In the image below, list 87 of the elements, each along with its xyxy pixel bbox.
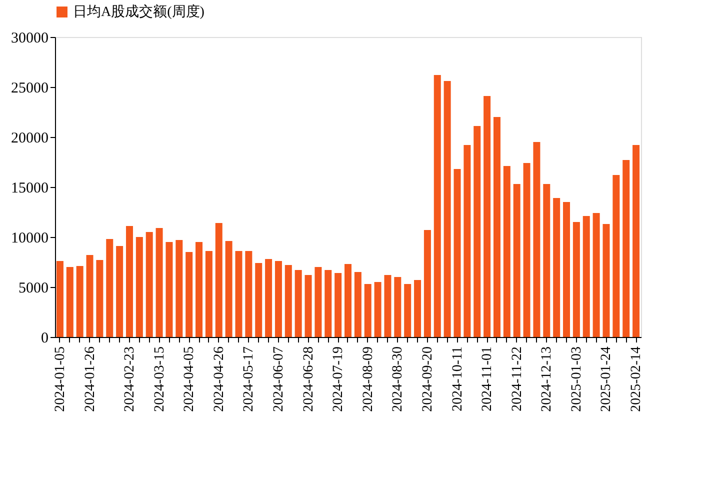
bar bbox=[265, 259, 272, 337]
bar bbox=[156, 228, 163, 337]
bar bbox=[116, 246, 124, 337]
x-tick-label: 2024-12-13 bbox=[540, 346, 555, 412]
bar bbox=[484, 96, 491, 337]
bar bbox=[374, 282, 382, 337]
bar bbox=[334, 273, 342, 337]
x-tick-label: 2024-08-30 bbox=[390, 346, 406, 412]
bar bbox=[354, 272, 362, 337]
bar bbox=[543, 184, 550, 337]
bar bbox=[106, 239, 114, 337]
bar bbox=[592, 213, 600, 337]
bar bbox=[424, 230, 431, 337]
y-tick-label: 15000 bbox=[11, 180, 48, 196]
bar bbox=[324, 270, 332, 337]
bar bbox=[86, 255, 94, 337]
bar bbox=[572, 222, 580, 337]
bar bbox=[513, 184, 520, 337]
x-tick-label: 2024-06-28 bbox=[301, 346, 316, 412]
bar bbox=[533, 142, 540, 337]
bar bbox=[66, 267, 74, 337]
bar bbox=[622, 160, 630, 337]
x-tick-label: 2024-09-20 bbox=[420, 346, 436, 412]
x-tick-label: 2024-11-22 bbox=[510, 346, 525, 412]
bar bbox=[464, 145, 471, 337]
bar bbox=[612, 175, 620, 337]
bar bbox=[196, 242, 203, 337]
y-tick-label: 30000 bbox=[11, 30, 48, 46]
bar bbox=[314, 267, 322, 337]
bar bbox=[274, 261, 282, 337]
bar bbox=[245, 251, 252, 337]
x-tick-label: 2024-04-05 bbox=[182, 346, 198, 412]
x-tick-label: 2025-01-03 bbox=[569, 346, 584, 412]
bar bbox=[523, 163, 530, 337]
x-tick-label: 2025-01-24 bbox=[599, 346, 614, 412]
y-tick-label: 5000 bbox=[18, 280, 48, 296]
bar bbox=[493, 117, 500, 337]
bar bbox=[126, 226, 133, 337]
x-tick-label: 2024-08-09 bbox=[360, 346, 376, 412]
bar bbox=[394, 277, 402, 337]
x-tick-label: 2024-01-26 bbox=[82, 346, 98, 412]
x-tick-label: 2024-07-19 bbox=[331, 346, 346, 412]
bar bbox=[284, 265, 292, 337]
y-tick-label: 10000 bbox=[11, 230, 48, 246]
bar bbox=[434, 75, 441, 337]
x-tick-label: 2024-11-01 bbox=[480, 346, 496, 412]
x-tick-label: 2024-05-17 bbox=[242, 346, 257, 412]
legend-label: 日均A股成交额(周度) bbox=[73, 4, 205, 20]
bar bbox=[602, 224, 610, 337]
y-tick-label: 0 bbox=[41, 330, 48, 346]
y-tick-label: 25000 bbox=[11, 80, 48, 96]
bar bbox=[215, 223, 222, 337]
x-tick-label: 2024-04-26 bbox=[212, 346, 227, 412]
bar bbox=[364, 284, 372, 337]
bar bbox=[304, 275, 312, 337]
bar bbox=[582, 216, 590, 337]
bar bbox=[474, 126, 481, 337]
x-tick-label: 2024-10-11 bbox=[450, 346, 466, 412]
y-tick-label: 20000 bbox=[11, 130, 48, 146]
bar bbox=[344, 264, 352, 337]
x-tick-label: 2024-06-07 bbox=[271, 346, 286, 412]
bar bbox=[176, 240, 183, 337]
bar bbox=[553, 198, 560, 337]
bar bbox=[632, 145, 640, 337]
bar bbox=[454, 169, 461, 337]
bar bbox=[205, 251, 212, 337]
bar bbox=[563, 202, 570, 337]
bar bbox=[96, 260, 104, 337]
bar bbox=[76, 266, 84, 337]
bar bbox=[235, 251, 242, 337]
bar bbox=[225, 241, 232, 337]
bar bbox=[255, 263, 262, 337]
bar bbox=[444, 81, 451, 337]
bar bbox=[503, 166, 510, 337]
bar bbox=[186, 252, 193, 337]
bar bbox=[294, 270, 302, 337]
bar bbox=[404, 284, 412, 337]
bar bbox=[166, 242, 173, 337]
bar bbox=[414, 280, 422, 337]
x-tick-label: 2025-02-14 bbox=[629, 346, 644, 412]
bar bbox=[384, 275, 392, 337]
x-tick-label: 2024-02-23 bbox=[122, 346, 138, 412]
bar bbox=[136, 237, 143, 337]
bar bbox=[56, 261, 64, 337]
bar bbox=[146, 232, 153, 337]
x-tick-label: 2024-03-15 bbox=[152, 346, 168, 412]
x-tick-label: 2024-01-05 bbox=[52, 346, 68, 412]
